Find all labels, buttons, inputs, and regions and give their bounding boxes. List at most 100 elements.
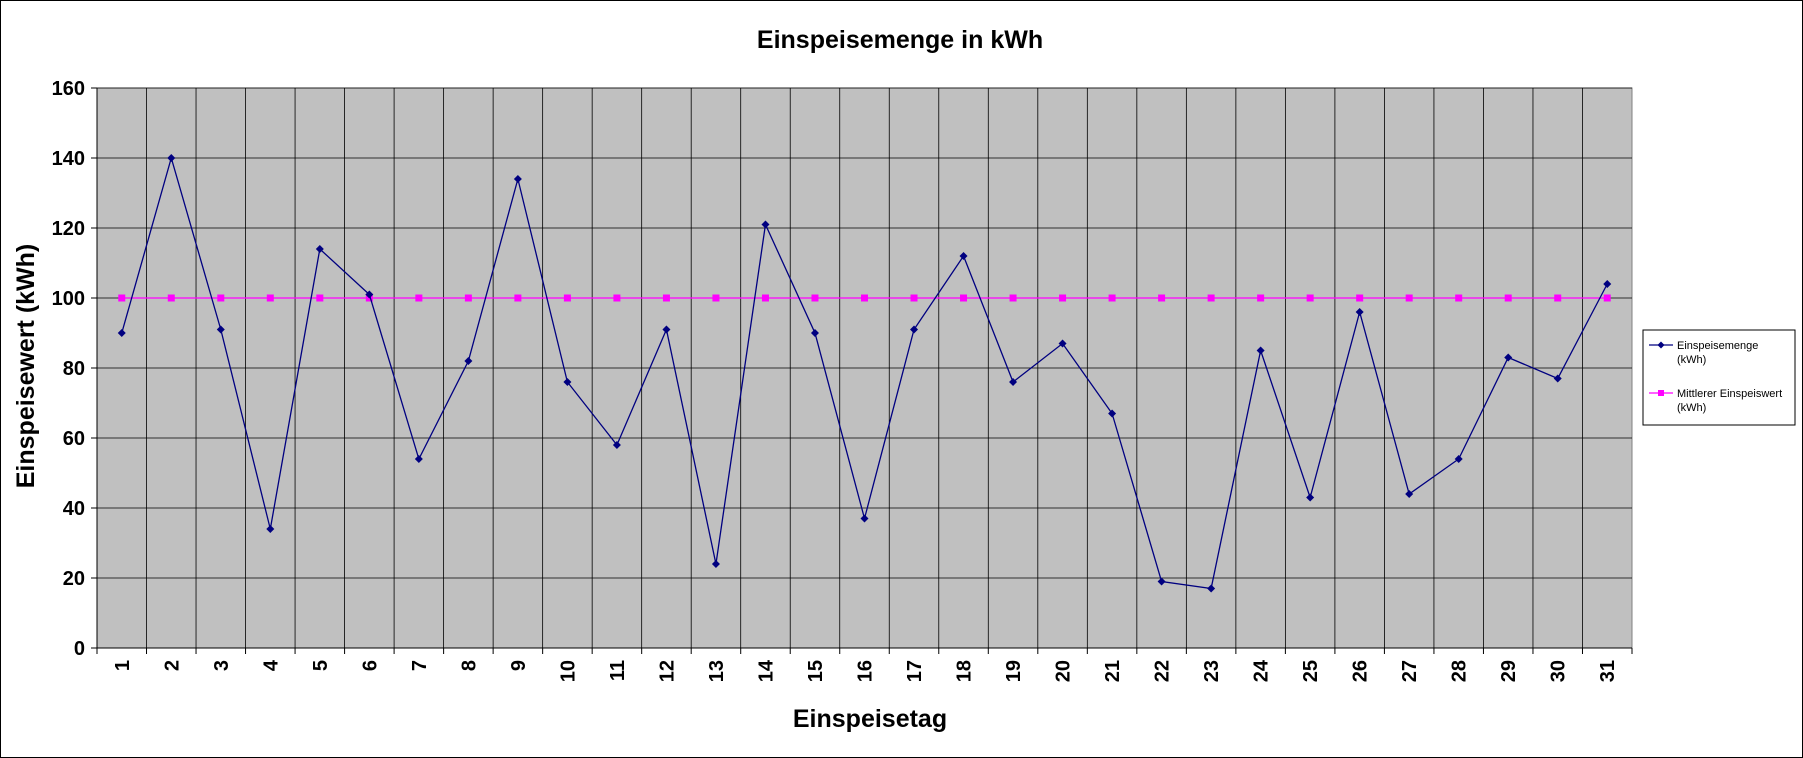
y-tick-label: 80	[63, 358, 85, 380]
data-point	[613, 294, 621, 302]
data-point	[513, 175, 522, 183]
data-point	[1455, 294, 1463, 302]
x-tick-label: 29	[1498, 660, 1520, 682]
data-point	[1257, 294, 1265, 302]
x-tick-label: 24	[1251, 659, 1273, 682]
x-tick-label: 27	[1399, 660, 1421, 682]
y-tick-label: 20	[63, 568, 85, 590]
data-point	[1554, 294, 1562, 302]
series-einspeisemenge	[117, 154, 1612, 593]
data-point	[415, 294, 423, 302]
data-point	[1405, 294, 1413, 302]
legend-item-mittlerer-einspeiswert: Mittlerer Einspeiswert (kWh)	[1649, 388, 1782, 414]
data-point	[960, 294, 968, 302]
data-point	[1504, 294, 1512, 302]
data-point	[861, 294, 868, 302]
data-point	[1158, 294, 1166, 302]
data-point	[514, 294, 522, 302]
data-point	[761, 294, 769, 302]
x-tick-label: 21	[1102, 660, 1124, 682]
data-point	[316, 294, 324, 302]
x-tick-label: 3	[211, 660, 233, 671]
x-tick-label: 2	[161, 660, 183, 671]
data-point	[1355, 308, 1364, 316]
data-point	[1504, 353, 1513, 362]
data-point	[662, 325, 671, 334]
data-point	[712, 294, 720, 302]
data-point	[266, 525, 275, 533]
data-point	[761, 220, 770, 229]
data-point	[563, 294, 571, 302]
data-point	[1059, 294, 1067, 302]
y-tick-label: 120	[52, 218, 85, 240]
data-point	[464, 357, 473, 365]
data-point	[167, 294, 175, 302]
data-point	[464, 294, 472, 302]
x-tick-label: 28	[1449, 660, 1471, 682]
y-axis-ticks: 0 20 40 60 80 100 120 140 160	[52, 78, 97, 660]
data-point	[860, 514, 869, 523]
x-tick-label: 5	[310, 660, 332, 671]
data-point	[414, 455, 423, 463]
x-tick-label: 22	[1152, 660, 1174, 682]
legend-label: (kWh)	[1677, 354, 1706, 366]
legend-item-einspeisemenge: Einspeisemenge (kWh)	[1649, 340, 1758, 366]
x-tick-label: 18	[954, 660, 976, 682]
data-point	[910, 325, 919, 334]
x-tick-label: 15	[805, 660, 827, 682]
data-point	[811, 294, 819, 302]
data-point	[1553, 374, 1562, 383]
x-tick-label: 6	[359, 660, 381, 671]
legend-label: (kWh)	[1677, 402, 1706, 414]
legend-marker	[1658, 390, 1664, 396]
legend-marker	[1657, 341, 1665, 349]
data-point	[1256, 346, 1265, 355]
data-point	[167, 154, 176, 162]
data-point	[118, 294, 126, 302]
x-tick-label: 25	[1300, 660, 1322, 682]
x-tick-label: 20	[1053, 660, 1075, 682]
data-point	[612, 441, 621, 449]
data-point	[1356, 294, 1364, 302]
x-tick-label: 9	[508, 660, 530, 671]
y-tick-label: 0	[74, 638, 85, 660]
y-tick-label: 160	[52, 78, 85, 100]
legend-label: Einspeisemenge	[1677, 340, 1758, 352]
x-tick-label: 26	[1350, 660, 1372, 682]
x-tick-label: 12	[656, 660, 678, 682]
data-point	[662, 294, 670, 302]
data-point	[216, 325, 225, 334]
data-point	[266, 294, 274, 302]
x-tick-label: 19	[1003, 660, 1025, 682]
x-tick-label: 30	[1548, 660, 1570, 682]
data-point	[959, 252, 968, 260]
series-layer	[117, 154, 1612, 593]
y-tick-label: 40	[63, 498, 85, 520]
data-point	[1405, 490, 1414, 498]
data-point	[1603, 280, 1612, 288]
x-tick-label: 14	[755, 659, 777, 682]
data-point	[711, 560, 720, 568]
x-tick-label: 10	[557, 660, 579, 682]
x-tick-label: 7	[409, 660, 431, 671]
data-point	[810, 329, 819, 337]
y-tick-label: 100	[52, 288, 85, 310]
data-point	[1157, 577, 1166, 586]
x-tick-label: 4	[260, 659, 282, 671]
y-axis-title: Einspeisewert (kWh)	[12, 244, 40, 489]
data-point	[315, 245, 324, 253]
x-tick-label: 13	[706, 660, 728, 682]
x-tick-label: 11	[607, 660, 629, 681]
data-point	[1306, 493, 1315, 502]
x-tick-label: 23	[1201, 660, 1223, 682]
data-point	[117, 329, 126, 337]
data-point	[1108, 294, 1116, 302]
x-tick-label: 17	[904, 660, 926, 682]
x-tick-label: 16	[855, 660, 877, 682]
y-tick-label: 60	[63, 428, 85, 450]
data-point	[1454, 455, 1463, 463]
legend-box	[1642, 329, 1796, 426]
data-point	[1306, 294, 1314, 302]
data-point	[1207, 294, 1215, 302]
